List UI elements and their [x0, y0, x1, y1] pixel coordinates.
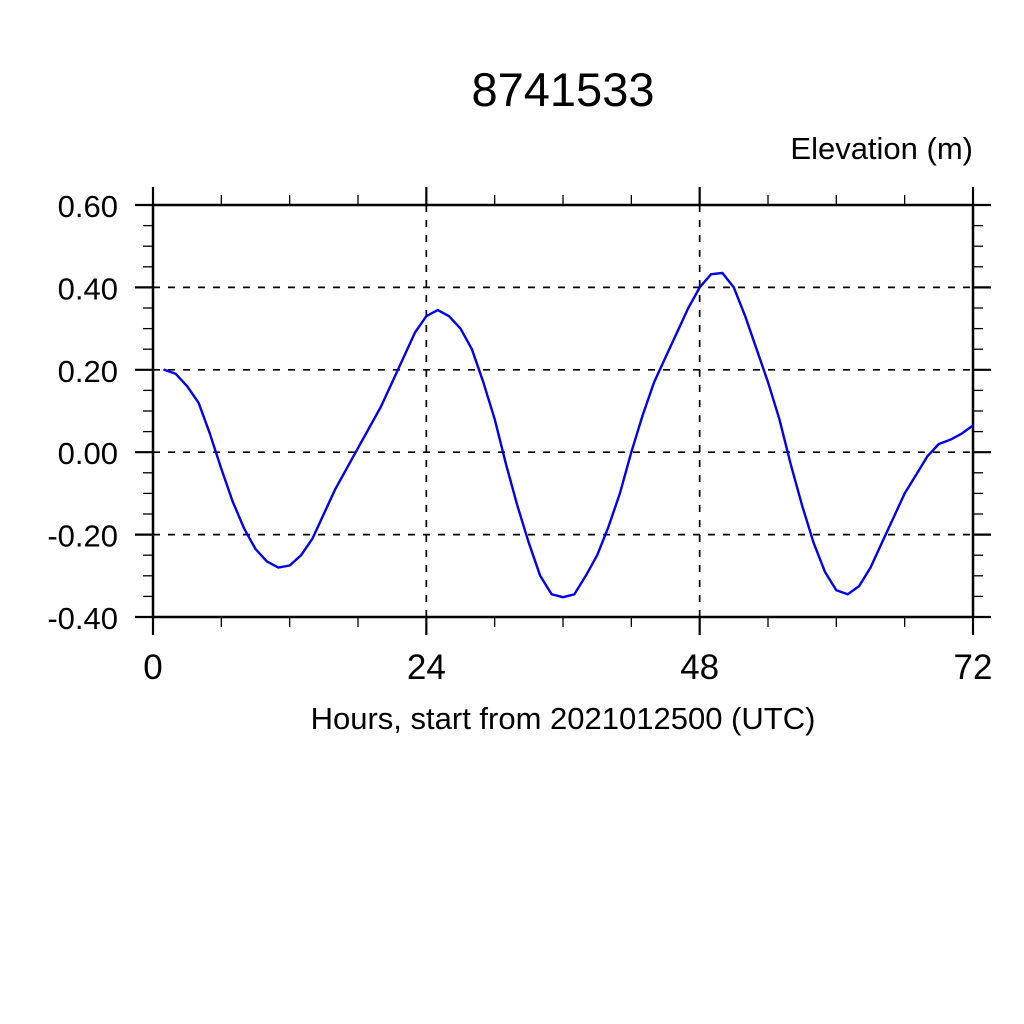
y-tick-label: 0.20 [58, 354, 118, 389]
x-tick-label: 72 [954, 648, 993, 687]
y-tick-label: -0.20 [47, 519, 118, 554]
x-tick-label: 48 [680, 648, 719, 687]
plot-frame [151, 203, 975, 619]
x-tick-label: 0 [143, 648, 162, 687]
y-axis-title: Elevation (m) [790, 131, 973, 166]
elevation-curve [163, 271, 975, 599]
y-tick-label: 0.60 [58, 189, 118, 224]
x-axis-label: Hours, start from 2021012500 (UTC) [310, 701, 816, 736]
y-tick-label: -0.40 [47, 601, 118, 636]
y-tick-label: 0.40 [58, 271, 118, 306]
y-tick-label: 0.00 [58, 436, 118, 471]
chart-title: 8741533 [471, 63, 655, 116]
x-tick-label: 24 [407, 648, 446, 687]
